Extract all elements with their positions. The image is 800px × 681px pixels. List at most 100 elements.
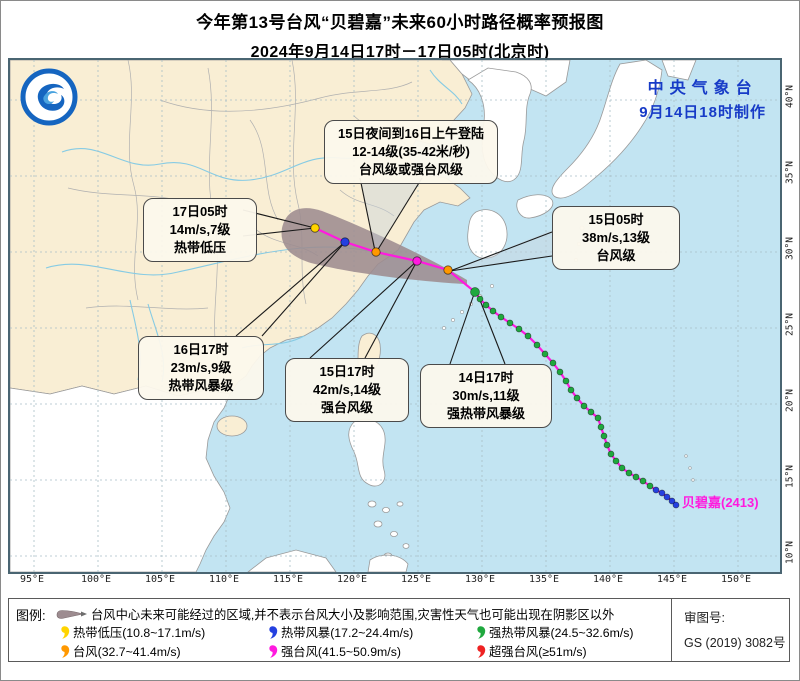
leader-lines xyxy=(235,177,553,365)
map-review-number: 审图号: GS (2019) 3082号 xyxy=(671,599,789,661)
current-position-box-14d17h: 14日17时 30m/s,11级 强热带风暴级 xyxy=(420,364,552,428)
lon-label: 125°E xyxy=(400,574,432,585)
lon-label: 105°E xyxy=(144,574,176,585)
forecast-track-point xyxy=(412,256,422,266)
mindanao-partial xyxy=(367,554,409,572)
lon-label: 110°E xyxy=(208,574,240,585)
lon-label: 130°E xyxy=(464,574,496,585)
lon-label: 115°E xyxy=(272,574,304,585)
japan-hokkaido xyxy=(661,60,697,81)
observed-track-point xyxy=(506,319,514,327)
legend-item-sts: 强热带风暴(24.5~32.6m/s) xyxy=(475,623,634,641)
page-title: 今年第13号台风“贝碧嘉”未来60小时路径概率预报图 2024年9月14日17时… xyxy=(0,8,800,62)
observed-track-point xyxy=(489,307,497,315)
agency-credit: 中央气象台 9月14日18时制作 xyxy=(639,74,766,122)
lon-label: 95°E xyxy=(19,574,45,585)
japan-honshu xyxy=(551,60,663,199)
observed-track-point xyxy=(524,332,532,340)
hainan-island xyxy=(216,415,248,437)
forecast-track-point xyxy=(340,237,350,247)
borneo-partial xyxy=(247,549,337,572)
forecast-box-15d17h: 15日17时 42m/s,14级 强台风级 xyxy=(285,358,409,422)
observed-track-point xyxy=(549,359,557,367)
title-line1: 今年第13号台风“贝碧嘉”未来60小时路径概率预报图 xyxy=(196,13,604,32)
japan-kyushu xyxy=(467,209,508,259)
observed-track-point xyxy=(639,477,647,485)
forecast-box-17d05h: 17日05时 14m/s,7级 热带低压 xyxy=(143,198,257,262)
observed-track-point xyxy=(603,441,611,449)
japan-shikoku xyxy=(516,194,554,219)
lon-label: 120°E xyxy=(336,574,368,585)
lat-label: 20°N xyxy=(784,389,796,412)
observed-track-point xyxy=(562,377,570,385)
observed-track-point xyxy=(618,464,626,472)
typhoon-track xyxy=(310,223,680,509)
title-line2: 2024年9月14日17时－17日05时(北京时) xyxy=(250,44,550,61)
observed-track-point xyxy=(567,386,575,394)
observed-track-point xyxy=(482,301,490,309)
observed-track-point xyxy=(533,341,541,349)
lat-label: 10°N xyxy=(784,541,796,564)
observed-track-point xyxy=(541,350,549,358)
lat-label: 25°N xyxy=(784,313,796,336)
legend-left-panel: 图例: 台风中心未来可能经过的区域,并不表示台风大小及影响范围,灾害性天气也可能… xyxy=(9,599,671,661)
typhoon-symbol-icon xyxy=(477,626,486,639)
luzon-island xyxy=(348,418,386,487)
observed-track-point xyxy=(632,473,640,481)
lat-label: 30°N xyxy=(784,237,796,260)
agency-name: 中央气象台 xyxy=(647,80,758,97)
observed-track-point xyxy=(476,295,484,303)
issue-time: 9月14日18时制作 xyxy=(639,104,766,121)
observed-track-point xyxy=(470,287,480,297)
lon-label: 150°E xyxy=(720,574,752,585)
lat-label: 40°N xyxy=(784,85,796,108)
typhoon-symbol-icon xyxy=(269,645,278,658)
observed-track-point xyxy=(663,493,671,501)
legend-item-super-ty: 超强台风(≥51m/s) xyxy=(475,642,587,660)
observed-track-point xyxy=(646,482,654,490)
observed-track-point xyxy=(625,469,633,477)
observed-track-point xyxy=(600,432,608,440)
lon-label: 140°E xyxy=(592,574,624,585)
landfall-line1: 15日夜间到16日上午登陆 xyxy=(338,126,484,141)
observed-track-point xyxy=(573,394,581,402)
observed-track-point xyxy=(594,414,602,422)
landfall-line3: 台风级或强台风级 xyxy=(358,161,463,177)
review-label: 审图号: xyxy=(684,611,725,625)
observed-track-point xyxy=(556,368,564,376)
legend-item-td: 热带低压(10.8~17.1m/s) xyxy=(59,623,205,641)
forecast-box-15d05h: 15日05时 38m/s,13级 台风级 xyxy=(552,206,680,270)
typhoon-symbol-icon xyxy=(61,626,70,639)
cma-logo-icon xyxy=(20,68,78,126)
legend-item-ts: 热带风暴(17.2~24.4m/s) xyxy=(267,623,413,641)
legend-title: 图例: xyxy=(16,608,46,623)
forecast-track-point xyxy=(371,247,381,257)
observed-track-point xyxy=(652,486,660,494)
legend-item-ty: 台风(32.7~41.4m/s) xyxy=(59,642,181,660)
lat-label: 15°N xyxy=(784,465,796,488)
legend-item-sty: 强台风(41.5~50.9m/s) xyxy=(267,642,401,660)
forecast-track-point xyxy=(443,265,453,275)
lat-label: 35°N xyxy=(784,161,796,184)
observed-track-point xyxy=(668,497,676,505)
landfall-line2: 12-14级(35-42米/秒) xyxy=(352,143,470,159)
southeast-asia xyxy=(10,385,231,572)
cone-note: 台风中心未来可能经过的区域,并不表示台风大小及影响范围,灾害性天气也可能出现在阴… xyxy=(91,608,615,622)
forecast-track-point xyxy=(310,223,320,233)
typhoon-symbol-icon xyxy=(269,626,278,639)
lon-label: 100°E xyxy=(80,574,112,585)
observed-track-point xyxy=(587,408,595,416)
forecast-box-16d17h: 16日17时 23m/s,9级 热带风暴级 xyxy=(138,336,264,400)
observed-track-point xyxy=(672,501,680,509)
typhoon-symbol-icon xyxy=(61,645,70,658)
philippine-islands xyxy=(367,500,410,560)
storm-name-label: 贝碧嘉(2413) xyxy=(682,495,759,510)
cone-legend-icon xyxy=(56,610,87,619)
lon-label: 135°E xyxy=(528,574,560,585)
observed-track-point xyxy=(580,402,588,410)
observed-track-point xyxy=(612,457,620,465)
observed-track-point xyxy=(607,450,615,458)
observed-track-point xyxy=(515,325,523,333)
observed-track-point xyxy=(497,313,505,321)
typhoon-symbol-icon xyxy=(477,645,486,658)
